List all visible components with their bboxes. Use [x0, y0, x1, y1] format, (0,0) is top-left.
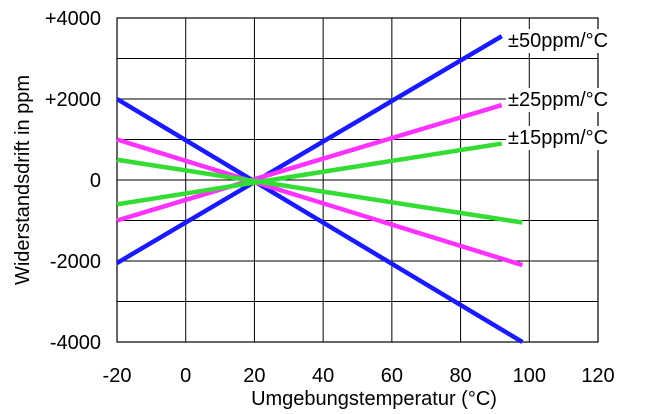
y-tick-label: 0 — [90, 170, 101, 192]
y-tick-label: +4000 — [45, 8, 101, 30]
y-tick-label: -4000 — [50, 332, 101, 354]
series-label-background — [506, 88, 630, 112]
x-tick-label: 60 — [381, 365, 403, 387]
x-axis-label: Umgebungstemperatur (°C) — [251, 388, 497, 410]
series-line — [116, 102, 503, 223]
series-line — [116, 141, 503, 207]
x-tick-label: 80 — [449, 365, 471, 387]
series-lines — [115, 34, 524, 344]
x-tick-label: 100 — [513, 365, 546, 387]
x-tick-label: -20 — [103, 365, 132, 387]
series-label-background — [506, 29, 630, 53]
plot-frame — [116, 17, 599, 343]
y-tick-label: -2000 — [50, 251, 101, 273]
series-line — [116, 137, 524, 268]
series-labels: ±50ppm/°C ±25ppm/°C ±15ppm/°C — [506, 29, 630, 150]
grid — [116, 17, 599, 343]
series-line — [115, 34, 503, 265]
series-label: ±15ppm/°C — [508, 127, 608, 149]
x-tick-label: 20 — [243, 365, 265, 387]
series-label: ±25ppm/°C — [508, 89, 608, 111]
x-tick-label: 120 — [581, 365, 614, 387]
x-tick-label: 40 — [312, 365, 334, 387]
series-label-background — [506, 126, 630, 150]
series-line — [115, 97, 524, 344]
tick-labels: -20 0 20 40 60 80 100 120 -4000 -2000 0 +2000 +4000 — [45, 8, 615, 387]
series-label: ±50ppm/°C — [508, 30, 608, 52]
series-line — [116, 157, 523, 225]
y-axis-label: Widerstandsdrift in ppm — [12, 75, 34, 285]
y-tick-label: +2000 — [45, 89, 101, 111]
x-tick-label: 0 — [180, 365, 191, 387]
